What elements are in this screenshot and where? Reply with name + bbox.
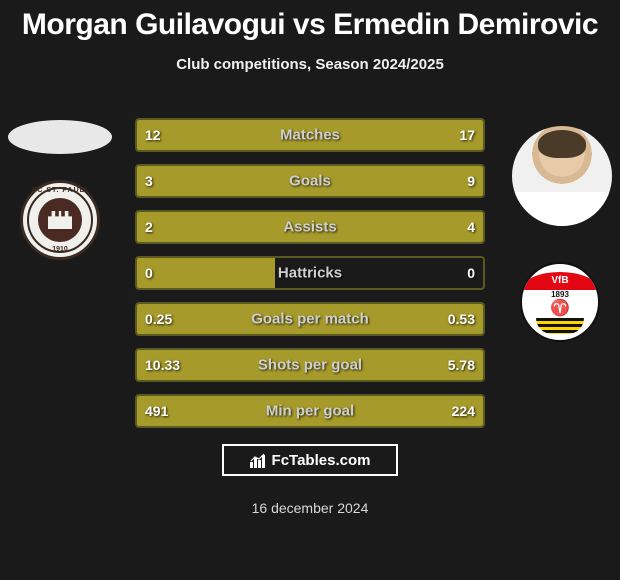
- value-right: 17: [459, 127, 475, 143]
- value-left: 0.25: [145, 311, 172, 327]
- stat-label: Min per goal: [266, 403, 354, 420]
- chart-icon: [250, 452, 268, 468]
- stripes-icon: [536, 318, 584, 334]
- stat-row: 12 17 Matches: [135, 118, 485, 152]
- value-right: 4: [467, 219, 475, 235]
- stat-label: Matches: [280, 127, 340, 144]
- brand-text: FcTables.com: [272, 452, 371, 469]
- page-title: Morgan Guilavogui vs Ermedin Demirovic: [0, 0, 620, 42]
- brand-box: FcTables.com: [222, 444, 398, 476]
- stat-row: 0 0 Hattricks: [135, 256, 485, 290]
- stat-label: Goals: [289, 173, 331, 190]
- subtitle: Club competitions, Season 2024/2025: [0, 56, 620, 73]
- value-right: 9: [467, 173, 475, 189]
- player-right-avatar: [512, 126, 612, 226]
- club-left-year: 1910: [23, 246, 97, 253]
- stat-row: 0.25 0.53 Goals per match: [135, 302, 485, 336]
- bar-left: [137, 212, 251, 242]
- stat-row: 2 4 Assists: [135, 210, 485, 244]
- comparison-chart: 12 17 Matches 3 9 Goals 2 4 Assists 0 0 Hattricks 0.…: [135, 118, 485, 440]
- stat-label: Goals per match: [251, 311, 369, 328]
- antler-icon: ♈: [550, 298, 570, 318]
- castle-icon: [48, 211, 72, 229]
- value-right: 5.78: [448, 357, 475, 373]
- club-right-band: VfB: [522, 272, 598, 290]
- stat-row: 491 224 Min per goal: [135, 394, 485, 428]
- value-right: 224: [452, 403, 475, 419]
- stat-row: 10.33 5.78 Shots per goal: [135, 348, 485, 382]
- stat-label: Shots per goal: [258, 357, 362, 374]
- value-left: 10.33: [145, 357, 180, 373]
- club-right-badge: VfB 1893 ♈: [520, 262, 600, 342]
- stat-label: Hattricks: [278, 265, 342, 282]
- player-left-avatar: [8, 120, 112, 154]
- bar-right: [224, 166, 484, 196]
- value-left: 491: [145, 403, 168, 419]
- club-left-badge: FC ST. PAULI 1910: [20, 180, 100, 260]
- club-left-name: FC ST. PAULI: [23, 187, 97, 194]
- stat-row: 3 9 Goals: [135, 164, 485, 198]
- value-left: 2: [145, 219, 153, 235]
- value-left: 3: [145, 173, 153, 189]
- footer-date: 16 december 2024: [0, 500, 620, 516]
- stat-label: Assists: [283, 219, 336, 236]
- value-right: 0: [467, 265, 475, 281]
- bar-left: [137, 258, 275, 288]
- value-left: 0: [145, 265, 153, 281]
- value-left: 12: [145, 127, 161, 143]
- value-right: 0.53: [448, 311, 475, 327]
